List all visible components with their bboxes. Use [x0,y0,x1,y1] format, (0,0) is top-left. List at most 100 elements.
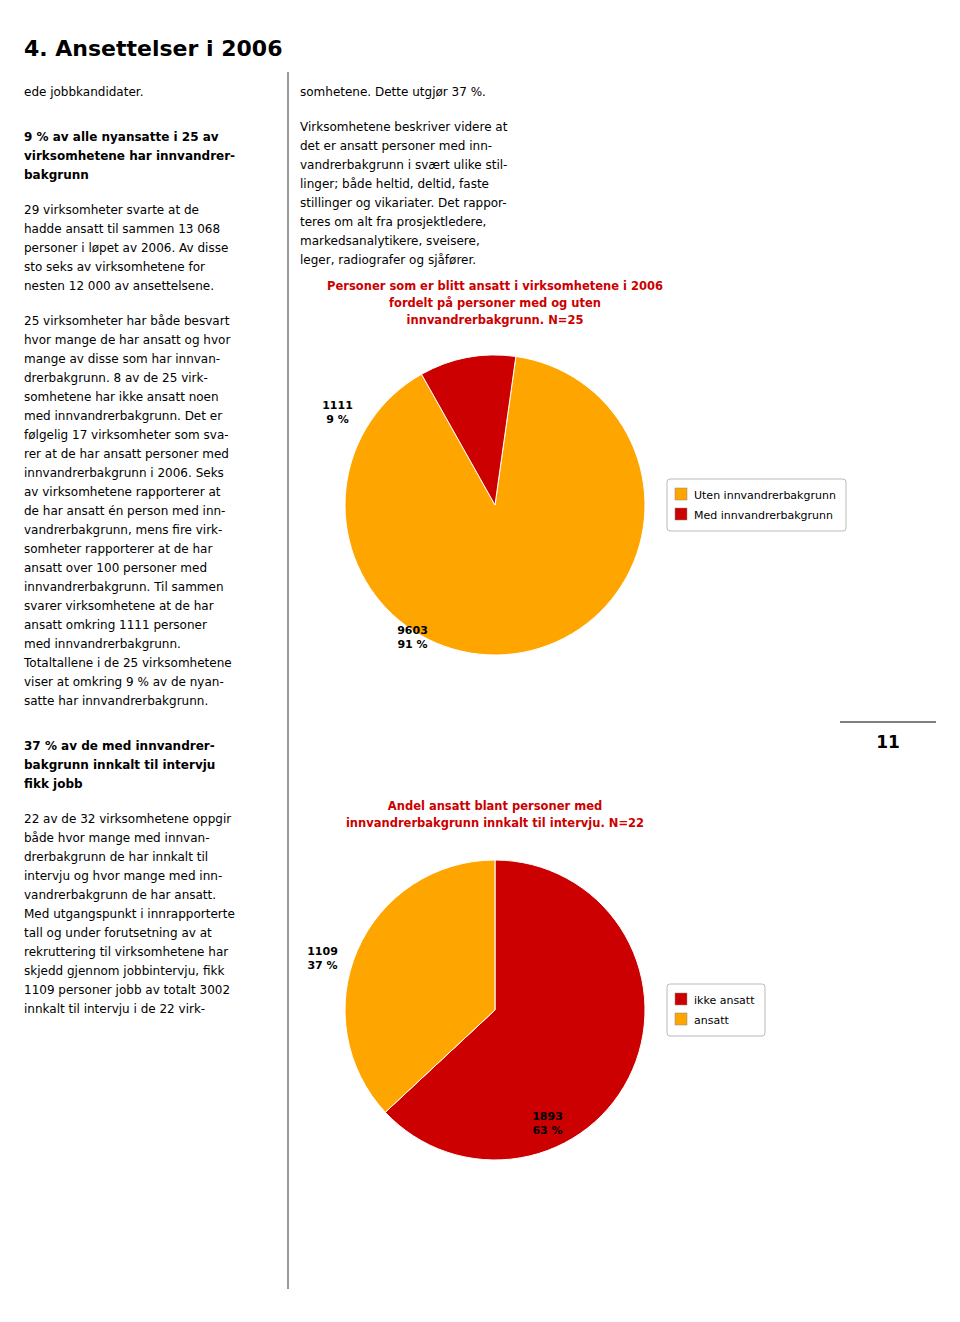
text-line: hadde ansatt til sammen 13 068 [24,222,220,236]
column-text: ede jobbkandidater. [24,85,143,99]
text-line: ede jobbkandidater. [24,85,143,99]
column-text: 29 virksomheter svarte at de hadde ansatt… [24,203,228,293]
legend-swatch [675,1013,687,1025]
text-line: somhetene har ikke ansatt noen [24,390,219,404]
pie-chart: Andel ansatt blant personer med innvandre… [307,799,765,1160]
text-line: teres om alt fra prosjektledere, [300,215,486,229]
text-line: satte har innvandrerbakgrunn. [24,694,208,708]
text-line: sto seks av virksomhetene for [24,260,205,274]
legend-swatch [675,508,687,520]
text-line: innvandrerbakgrunn innkalt til intervju.… [346,816,644,830]
text-line: 29 virksomheter svarte at de [24,203,199,217]
text-line: virksomhetene har innvandrer- [24,149,235,163]
pie-slice [345,860,495,1112]
legend-box [667,984,765,1036]
text-line: de har ansatt én person med inn- [24,504,225,518]
text-line: vandrerbakgrunn i svært ulike stil- [300,158,507,172]
text-line: Totaltallene i de 25 virksomhetene [23,656,232,670]
chart-title: Personer som er blitt ansatt i virksomhe… [327,279,663,327]
text-line: innkalt til intervju i de 22 virk- [24,1002,205,1016]
column-text: 25 virksomheter har både besvart hvor man… [23,314,232,708]
text-line: 9 % [326,413,349,426]
slices [345,860,645,1160]
background [0,0,960,1322]
text-line: med innvandrerbakgrunn. [24,637,181,651]
text-line: 37 % av de med innvandrer- [24,739,215,753]
text-line: svarer virksomhetene at de har [24,599,214,613]
legend: ikke ansatt ansatt [667,984,765,1036]
text-line: personer i løpet av 2006. Av disse [24,241,228,255]
text-line: 91 % [397,638,427,651]
text-line: skjedd gjennom jobbintervju, fikk [24,964,224,978]
text-line: stillinger og vikariater. Det rappor- [300,196,507,210]
text-line: Med utgangspunkt i innrapporterte [24,907,235,921]
data-label: 960391 % [397,624,428,651]
text-line: rer at de har ansatt personer med [24,447,229,461]
page-number-rule [840,722,936,723]
text-line: Virksomhetene beskriver videre at [300,120,508,134]
text-line: innvandrerbakgrunn i 2006. Seks [24,466,224,480]
text-line: 22 av de 32 virksomhetene oppgir [24,812,231,826]
text-line: 1109 personer jobb av totalt 3002 [24,983,230,997]
text-line: markedsanalytikere, sveisere, [300,234,480,248]
text-line: rekruttering til virksomhetene har [24,945,228,959]
text-line: følgelig 17 virksomheter som sva- [24,428,229,442]
chart-title: Andel ansatt blant personer med innvandre… [346,799,644,830]
text-line: somhetene. Dette utgjør 37 %. [300,85,486,99]
legend-entry: ansatt [694,1014,729,1027]
column-divider [288,72,289,1289]
text-line: 1111 [322,399,353,412]
text-line: innvandrerbakgrunn. Til sammen [24,580,224,594]
page: 4. Ansettelser i 2006 ede jobbkandidater.… [0,0,960,1322]
legend-swatch [675,488,687,500]
legend-entry: Med innvandrerbakgrunn [694,509,833,522]
page-title: 4. Ansettelser i 2006 [24,36,282,61]
text-line: innvandrerbakgrunn. N=25 [407,313,584,327]
text-line: Andel ansatt blant personer med [388,799,602,813]
text-line: 63 % [532,1124,562,1137]
legend-entry: Uten innvandrerbakgrunn [694,489,836,502]
text-line: viser at omkring 9 % av de nyan- [24,675,224,689]
column-text: Virksomhetene beskriver videre at det er … [300,120,508,267]
text-line: fikk jobb [24,777,83,791]
text-line: 9603 [397,624,428,637]
text-line: bakgrunn innkalt til intervju [24,758,215,772]
text-line: det er ansatt personer med inn- [300,139,492,153]
text-line: bakgrunn [24,168,89,182]
text-line: Personer som er blitt ansatt i virksomhe… [327,279,663,293]
text-line: 1893 [532,1110,563,1123]
column-text: somhetene. Dette utgjør 37 %. [300,85,486,99]
legend-swatch [675,993,687,1005]
slices [345,355,645,655]
text-line: drerbakgrunn de har innkalt til [24,850,208,864]
data-label: 110937 % [307,945,338,972]
text-line: ansatt over 100 personer med [24,561,207,575]
page-number: 11 [876,732,900,752]
text-line: nesten 12 000 av ansettelsene. [24,279,214,293]
text-line: hvor mange de har ansatt og hvor [24,333,230,347]
column-heading: 37 % av de med innvandrer-bakgrunn innka… [24,739,215,791]
text-line: 9 % av alle nyansatte i 25 av [24,130,219,144]
text-line: med innvandrerbakgrunn. Det er [24,409,222,423]
pie-chart: Personer som er blitt ansatt i virksomhe… [322,279,846,655]
text-line: somheter rapporterer at de har [24,542,212,556]
text-line: 25 virksomheter har både besvart [24,314,230,328]
text-line: tall og under forutsetning av at [24,926,212,940]
column-text: 22 av de 32 virksomhetene oppgirbåde hvo… [24,812,235,1016]
text-line: fordelt på personer med og uten [389,296,601,310]
text-line: drerbakgrunn. 8 av de 25 virk- [24,371,208,385]
text-line: leger, radiografer og sjåfører. [300,253,476,267]
text-line: intervju og hvor mange med inn- [24,869,222,883]
legend: Uten innvandrerbakgrunn Med innvandrerbak… [667,479,846,531]
data-label: 189363 % [532,1110,563,1137]
text-line: linger; både heltid, deltid, faste [300,177,489,191]
text-line: 37 % [307,959,337,972]
data-label: 11119 % [322,399,353,426]
text-line: vandrerbakgrunn de har ansatt. [24,888,216,902]
legend-box [667,479,846,531]
text-line: mange av disse som har innvan- [24,352,220,366]
legend-entry: ikke ansatt [694,994,755,1007]
text-line: av virksomhetene rapporterer at [24,485,221,499]
text-line: vandrerbakgrunn, mens fire virk- [24,523,222,537]
text-line: ansatt omkring 1111 personer [24,618,207,632]
